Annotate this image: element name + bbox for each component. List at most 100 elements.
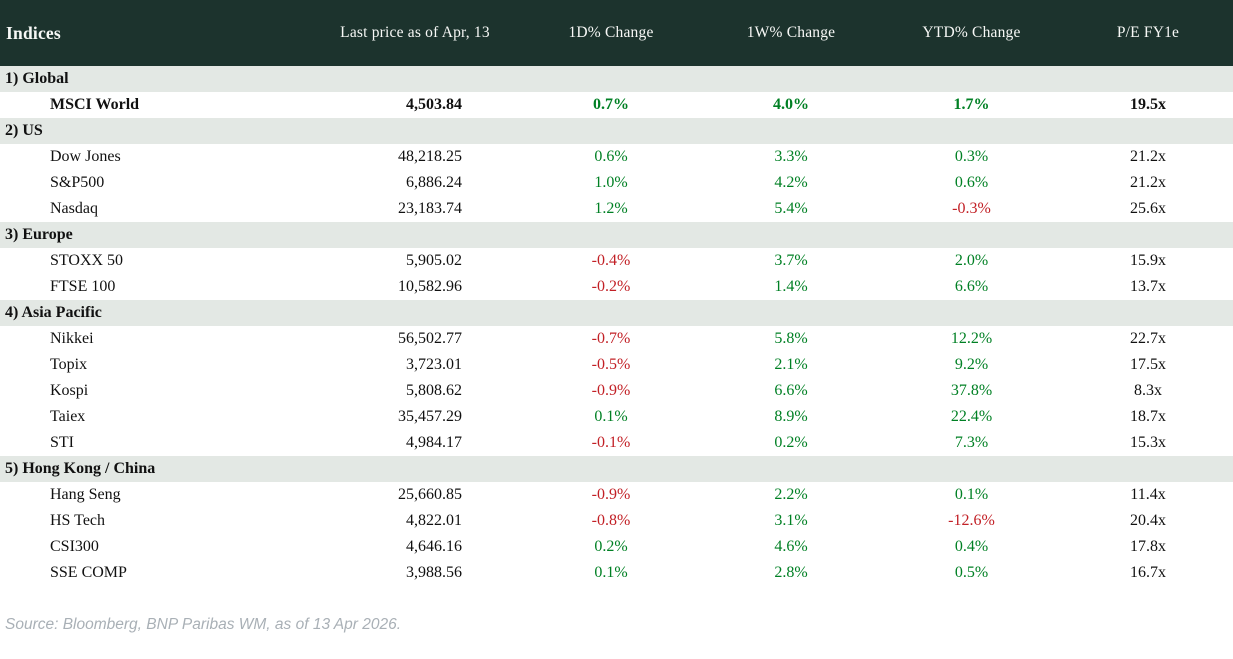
change-ytd-cell: 0.5% [954,564,989,581]
change-ytd-cell: 22.4% [950,408,993,425]
table-header-row: Indices Last price as of Apr, 13 1D% Cha… [0,0,1233,66]
index-name-cell: CSI300 [50,538,99,555]
price-cell: 3,723.01 [406,356,462,373]
change-1d-cell: 0.1% [594,408,628,425]
index-row: FTSE 100 10,582.96 -0.2% 1.4% 6.6% 13.7x [0,274,1233,300]
pe-cell: 16.7x [1130,564,1166,581]
change-1w-cell: 2.8% [774,564,808,581]
pe-cell: 18.7x [1130,408,1166,425]
index-name-cell: SSE COMP [50,564,127,581]
pe-cell: 15.9x [1130,252,1166,269]
section-row: 2) US [0,118,1233,144]
column-header-1w-change: 1W% Change [746,24,836,41]
index-name-cell: STOXX 50 [50,252,124,269]
change-ytd-cell: 37.8% [950,382,993,399]
price-cell: 3,988.56 [406,564,462,581]
change-1w-cell: 0.2% [774,434,808,451]
change-1d-cell: 0.6% [594,148,628,165]
change-1w-cell: 6.6% [774,382,808,399]
section-label: 1) Global [0,66,1233,92]
change-ytd-cell: 9.2% [954,356,989,373]
index-name-cell: S&P500 [50,174,105,191]
column-header-last-price: Last price as of Apr, 13 [340,24,490,41]
change-1w-cell: 2.2% [774,486,808,503]
index-name-cell: Taiex [50,408,86,425]
change-ytd-cell: 0.3% [954,148,989,165]
pe-cell: 13.7x [1130,278,1166,295]
change-1d-cell: -0.9% [591,382,631,399]
table-title: Indices [6,22,61,43]
change-1w-cell: 3.3% [774,148,808,165]
change-1d-cell: 0.2% [594,538,628,555]
price-cell: 35,457.29 [398,408,462,425]
index-name-cell: Nikkei [50,330,94,347]
change-ytd-cell: 0.4% [954,538,989,555]
index-name-cell: MSCI World [50,96,140,113]
price-cell: 56,502.77 [398,330,462,347]
price-cell: 5,808.62 [406,382,462,399]
index-name-cell: HS Tech [50,512,106,529]
change-1w-cell: 4.6% [774,538,808,555]
index-name-cell: FTSE 100 [50,278,116,295]
index-name-cell: STI [50,434,74,451]
change-1d-cell: -0.2% [591,278,631,295]
pe-cell: 17.5x [1130,356,1166,373]
index-name-cell: Dow Jones [50,148,121,165]
index-row: STOXX 50 5,905.02 -0.4% 3.7% 2.0% 15.9x [0,248,1233,274]
index-row: HS Tech 4,822.01 -0.8% 3.1% -12.6% 20.4x [0,508,1233,534]
source-note: Source: Bloomberg, BNP Paribas WM, as of… [5,616,402,633]
change-1w-cell: 1.4% [774,278,808,295]
change-1d-cell: -0.7% [591,330,631,347]
pe-cell: 8.3x [1134,382,1162,399]
price-cell: 4,984.17 [406,434,462,451]
price-cell: 4,646.16 [406,538,462,555]
index-row: Nasdaq 23,183.74 1.2% 5.4% -0.3% 25.6x [0,196,1233,222]
change-ytd-cell: 0.1% [954,486,989,503]
index-name-cell: Nasdaq [50,200,98,217]
pe-cell: 25.6x [1130,200,1166,217]
section-row: 4) Asia Pacific [0,300,1233,326]
pe-cell: 21.2x [1130,174,1166,191]
index-row: Hang Seng 25,660.85 -0.9% 2.2% 0.1% 11.4x [0,482,1233,508]
change-1d-cell: 1.2% [594,200,628,217]
change-1d-cell: -0.8% [591,512,631,529]
price-cell: 6,886.24 [406,174,462,191]
section-label: 5) Hong Kong / China [0,456,1233,482]
change-1w-cell: 4.0% [773,96,809,113]
pe-cell: 15.3x [1130,434,1166,451]
index-name-cell: Hang Seng [50,486,121,503]
index-row: MSCI World 4,503.84 0.7% 4.0% 1.7% 19.5x [0,92,1233,118]
index-name-cell: Kospi [50,382,89,399]
change-ytd-cell: 1.7% [953,96,990,113]
change-1d-cell: -0.5% [591,356,631,373]
change-ytd-cell: 6.6% [954,278,989,295]
price-cell: 10,582.96 [398,278,462,295]
index-row: S&P500 6,886.24 1.0% 4.2% 0.6% 21.2x [0,170,1233,196]
index-row: Dow Jones 48,218.25 0.6% 3.3% 0.3% 21.2x [0,144,1233,170]
change-1d-cell: 0.7% [593,96,629,113]
change-ytd-cell: -12.6% [948,512,995,529]
change-1d-cell: -0.4% [591,252,631,269]
price-cell: 5,905.02 [406,252,462,269]
change-ytd-cell: 12.2% [950,330,993,347]
change-1w-cell: 8.9% [774,408,808,425]
change-1d-cell: -0.1% [591,434,631,451]
pe-cell: 22.7x [1130,330,1166,347]
index-row: Nikkei 56,502.77 -0.7% 5.8% 12.2% 22.7x [0,326,1233,352]
index-row: Taiex 35,457.29 0.1% 8.9% 22.4% 18.7x [0,404,1233,430]
change-1w-cell: 2.1% [774,356,808,373]
change-1d-cell: 0.1% [594,564,628,581]
pe-cell: 20.4x [1130,512,1166,529]
pe-cell: 21.2x [1130,148,1166,165]
price-cell: 23,183.74 [398,200,462,217]
pe-cell: 19.5x [1130,96,1166,113]
change-1w-cell: 4.2% [774,174,808,191]
column-header-pe: P/E FY1e [1116,24,1180,41]
index-row: SSE COMP 3,988.56 0.1% 2.8% 0.5% 16.7x [0,560,1233,586]
change-1w-cell: 3.1% [774,512,808,529]
section-row: 3) Europe [0,222,1233,248]
index-name-cell: Topix [50,356,88,373]
price-cell: 48,218.25 [398,148,462,165]
pe-cell: 11.4x [1130,486,1166,503]
index-row: Kospi 5,808.62 -0.9% 6.6% 37.8% 8.3x [0,378,1233,404]
